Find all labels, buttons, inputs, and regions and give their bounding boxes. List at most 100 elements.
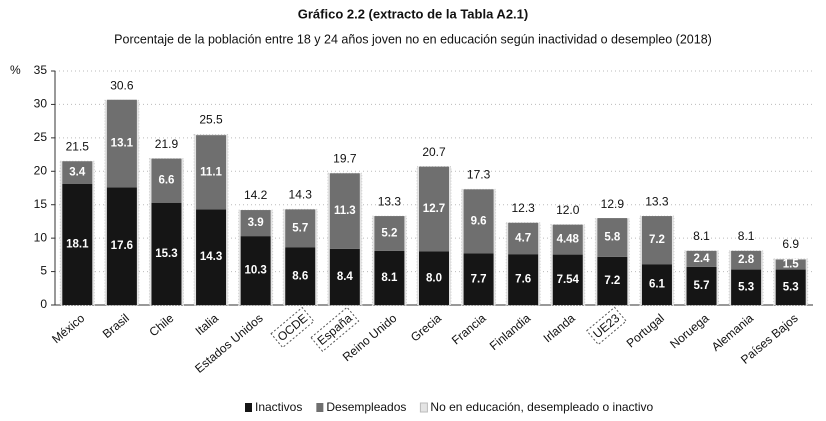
- segment-label: 5.8: [604, 232, 621, 244]
- x-tick-label: Noruega: [667, 311, 712, 352]
- total-label: 30.6: [110, 79, 134, 93]
- bar-segment: [686, 250, 717, 267]
- segment-label: 6.1: [649, 279, 666, 291]
- y-tick-label: 5: [40, 264, 47, 278]
- bar-segment: [731, 269, 762, 305]
- segment-label: 5.7: [292, 222, 308, 234]
- segment-label: 5.7: [694, 280, 710, 292]
- segment-label: 8.6: [292, 270, 308, 282]
- total-label: 13.3: [645, 194, 669, 208]
- x-tick-group: Chile: [146, 311, 176, 340]
- segment-label: 18.1: [66, 239, 89, 251]
- segment-label: 8.4: [337, 271, 354, 283]
- total-label: 14.2: [244, 188, 268, 202]
- bar-segment: [775, 259, 806, 270]
- chart-subtitle: Porcentaje de la población entre 18 y 24…: [114, 32, 712, 46]
- legend-swatch: [419, 402, 428, 413]
- bar-segment: [463, 253, 494, 305]
- total-label: 17.3: [467, 168, 491, 182]
- segment-label: 15.3: [155, 248, 177, 260]
- total-label: 12.3: [511, 201, 535, 215]
- chart-title: Gráfico 2.2 (extracto de la Tabla A2.1): [298, 6, 528, 21]
- total-label: 14.3: [289, 188, 313, 202]
- bar-segment: [552, 224, 583, 255]
- x-tick-label: Brasil: [100, 311, 132, 341]
- x-tick-group: UE23: [586, 306, 627, 346]
- bar-segment: [641, 216, 672, 265]
- segment-label: 7.2: [604, 275, 620, 287]
- segment-label: 11.3: [334, 205, 356, 217]
- total-label: 13.3: [378, 194, 402, 208]
- total-label: 12.9: [601, 197, 625, 211]
- bar-segment: [240, 236, 271, 305]
- bar-segment: [686, 266, 717, 305]
- segment-label: 14.3: [200, 251, 222, 263]
- bar-segment: [62, 183, 93, 305]
- segment-label: 8.0: [426, 272, 442, 284]
- total-label: 21.5: [66, 139, 90, 153]
- y-tick-label: 10: [34, 230, 48, 244]
- bar-segment: [240, 210, 271, 237]
- x-tick-label: Italia: [193, 311, 222, 338]
- y-tick-label: 35: [34, 63, 48, 77]
- bar-segment: [731, 250, 762, 270]
- bar-segment: [151, 202, 182, 305]
- segment-label: 5.3: [738, 281, 754, 293]
- segment-label: 5.3: [783, 281, 799, 293]
- y-tick-label: 0: [40, 297, 47, 311]
- x-tick-group: Finlandia: [487, 311, 534, 353]
- total-label: 25.5: [199, 113, 223, 127]
- segment-label: 9.6: [471, 215, 487, 227]
- legend-label: Desempleados: [326, 400, 406, 414]
- bar-segment: [641, 264, 672, 305]
- x-tick-label: UE23: [590, 311, 622, 341]
- x-tick-label: Irlanda: [541, 311, 578, 346]
- x-tick-group: Irlanda: [541, 311, 578, 346]
- legend-swatch: [245, 403, 252, 412]
- bar-segment: [374, 250, 405, 305]
- bar-segment: [597, 218, 628, 257]
- total-label: 8.1: [693, 229, 710, 243]
- bar-segment: [374, 216, 405, 251]
- segment-label: 7.2: [649, 234, 665, 246]
- segment-label: 4.48: [557, 234, 580, 246]
- y-tick-label: 25: [34, 130, 48, 144]
- legend-label: No en educación, desempleado o inactivo: [430, 400, 653, 414]
- bar-segment: [106, 99, 137, 188]
- x-tick-group: OCDE: [270, 306, 315, 349]
- y-tick-label: 20: [34, 163, 48, 177]
- segment-label: 2.8: [738, 254, 755, 266]
- x-tick-group: Grecia: [408, 311, 444, 345]
- bar-segment: [775, 269, 806, 305]
- segment-label: 11.1: [200, 166, 222, 178]
- bar-segment: [329, 248, 360, 305]
- total-label: 6.9: [782, 237, 799, 251]
- total-label: 20.7: [422, 145, 446, 159]
- segment-label: 17.6: [111, 240, 133, 252]
- x-tick-label: Finlandia: [487, 311, 534, 353]
- bar-segment: [106, 187, 137, 305]
- bar-segment: [196, 209, 227, 305]
- bar-segment: [285, 247, 316, 305]
- bar-segment: [419, 166, 449, 252]
- bar-segment: [285, 209, 316, 248]
- x-tick-group: Noruega: [667, 311, 712, 352]
- segment-label: 8.1: [381, 272, 398, 284]
- x-tick-label: Chile: [146, 311, 176, 340]
- x-tick-label: Grecia: [408, 311, 444, 345]
- segment-label: 2.4: [694, 253, 711, 265]
- segment-label: 7.54: [557, 274, 580, 286]
- segment-label: 5.2: [381, 227, 397, 239]
- segment-label: 4.7: [515, 233, 531, 245]
- x-tick-group: Francia: [449, 311, 489, 348]
- x-tick-label: Francia: [449, 311, 489, 348]
- segment-label: 6.6: [158, 175, 174, 187]
- segment-label: 7.7: [471, 273, 487, 285]
- category-box: [310, 306, 360, 353]
- y-tick-label: 15: [34, 197, 48, 211]
- segment-label: 10.3: [244, 265, 266, 277]
- segment-label: 1.5: [783, 259, 800, 271]
- x-tick-group: Brasil: [100, 311, 132, 341]
- category-box: [270, 306, 315, 349]
